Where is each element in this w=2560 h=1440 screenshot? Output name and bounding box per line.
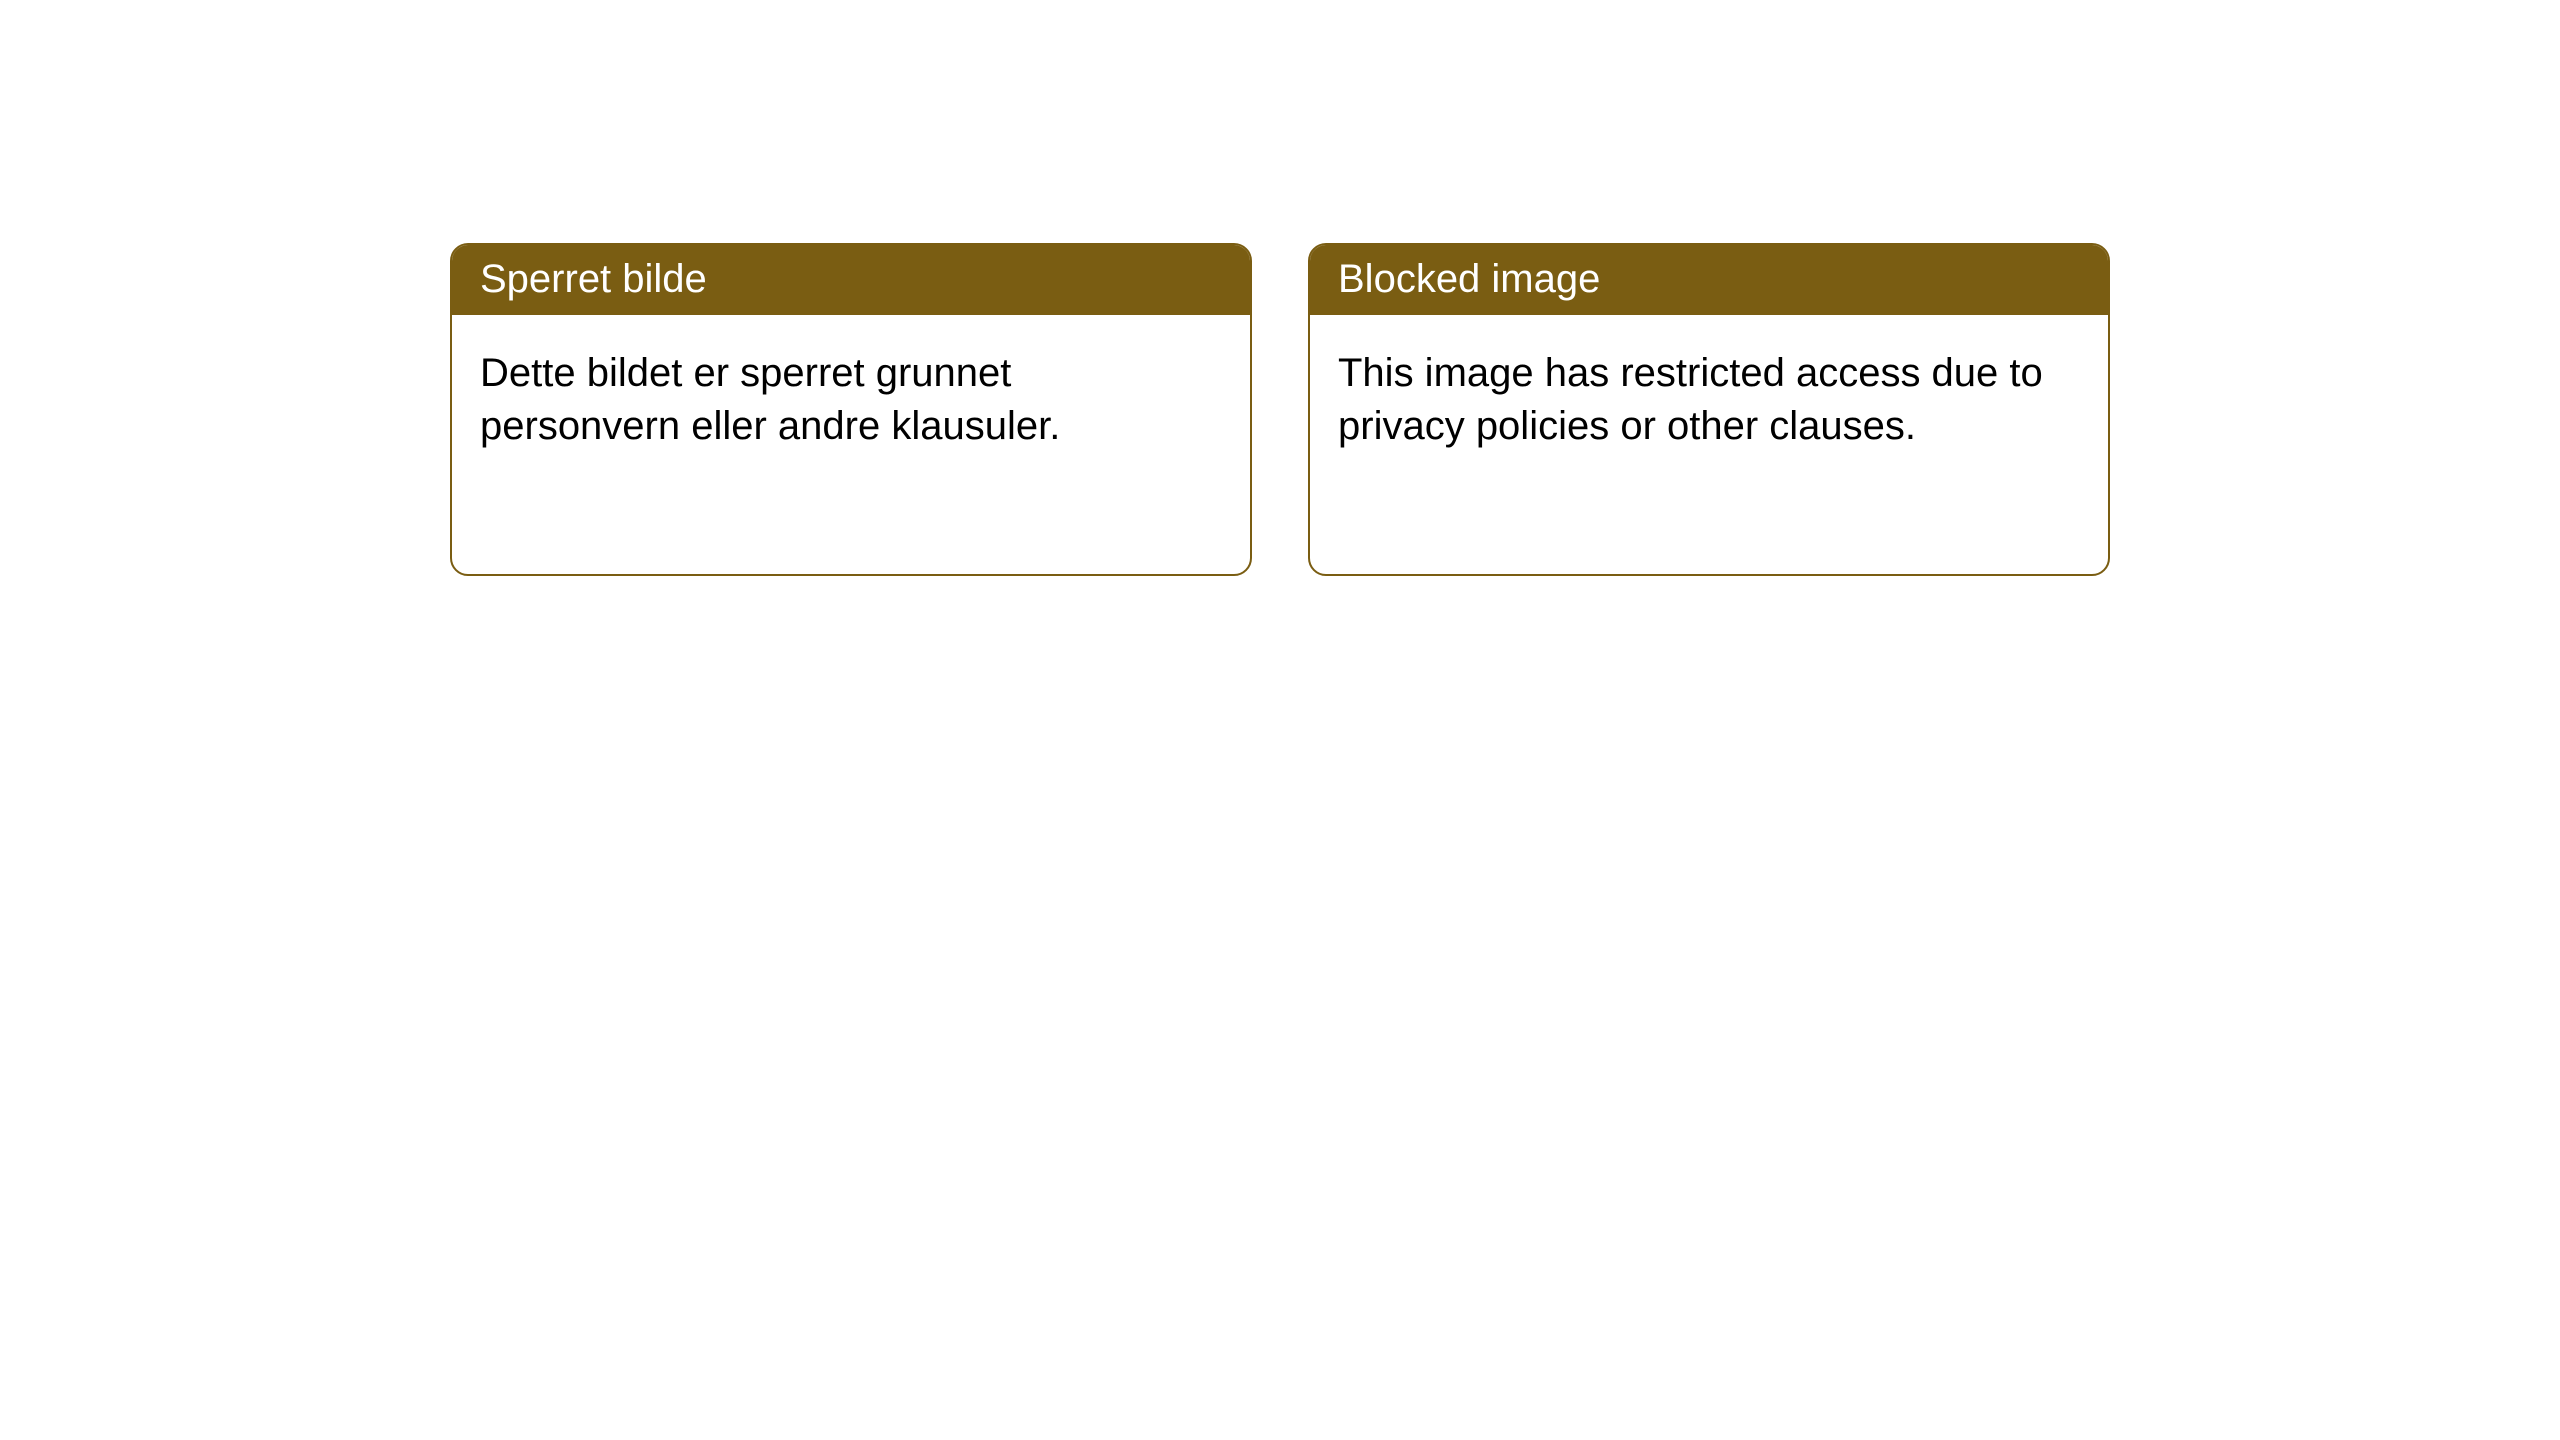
card-message: This image has restricted access due to … [1338,351,2043,448]
card-title: Sperret bilde [480,257,707,301]
card-body: Dette bildet er sperret grunnet personve… [452,315,1250,485]
card-header: Sperret bilde [452,245,1250,315]
notice-container: Sperret bilde Dette bildet er sperret gr… [0,0,2560,576]
card-header: Blocked image [1310,245,2108,315]
card-body: This image has restricted access due to … [1310,315,2108,485]
card-message: Dette bildet er sperret grunnet personve… [480,351,1060,448]
blocked-image-card-no: Sperret bilde Dette bildet er sperret gr… [450,243,1252,576]
blocked-image-card-en: Blocked image This image has restricted … [1308,243,2110,576]
card-title: Blocked image [1338,257,1600,301]
